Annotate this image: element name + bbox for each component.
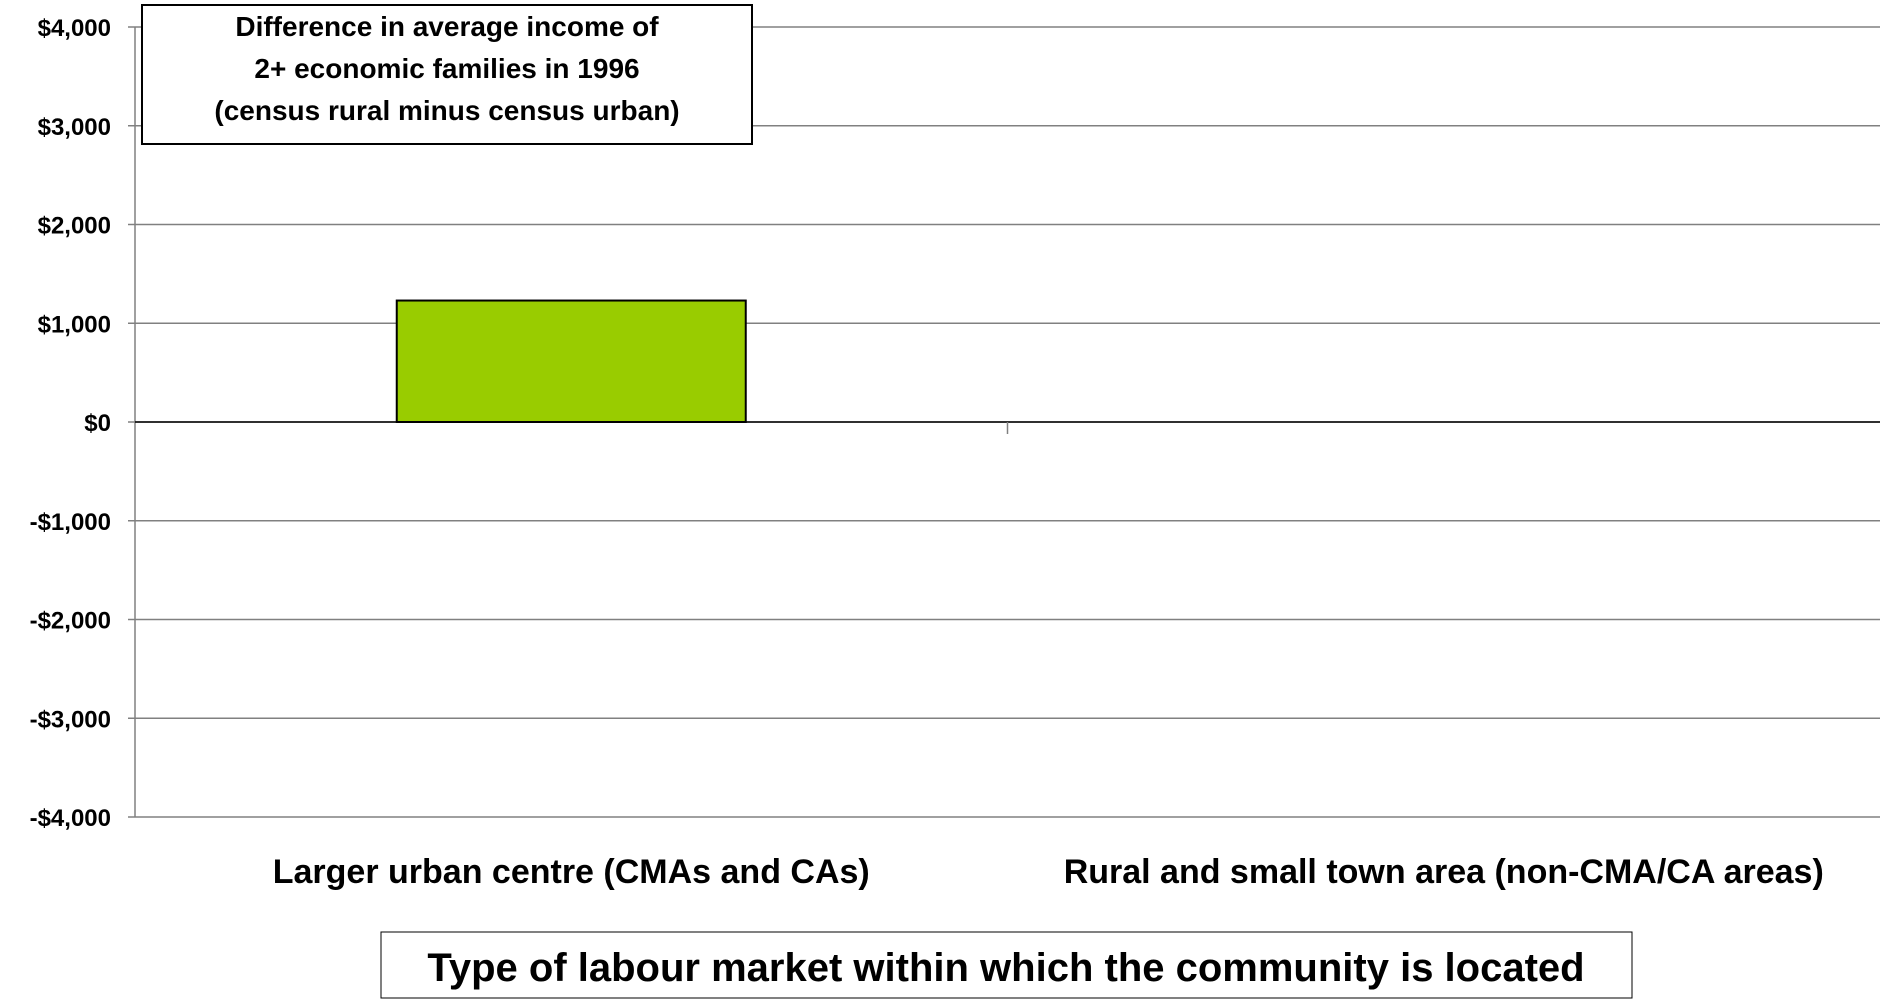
- x-axis-title-border: [380, 931, 1633, 999]
- y-tick-label: $4,000: [38, 15, 111, 42]
- x-tick-label: Rural and small town area (non-CMA/CA ar…: [1064, 853, 1824, 891]
- x-axis-title: Type of labour market within which the c…: [427, 946, 1584, 990]
- y-tick-label: $0: [84, 410, 111, 437]
- annotation-line-2: 2+ economic families in 1996: [254, 53, 639, 84]
- y-tick-label: -$4,000: [30, 805, 111, 832]
- annotation-box: Difference in average income of 2+ econo…: [141, 4, 753, 145]
- annotation-line-1: Difference in average income of: [235, 11, 659, 42]
- annotation-line-3: (census rural minus census urban): [214, 95, 679, 126]
- y-tick-label: $1,000: [38, 311, 111, 338]
- bars: [395, 299, 747, 424]
- y-tick-label: -$1,000: [30, 509, 111, 536]
- y-tick-label: $3,000: [38, 114, 111, 141]
- y-tick-labels: $4,000 $3,000 $2,000 $1,000 $0 -$1,000 -$2,000…: [30, 15, 111, 832]
- annotation-box-border: [141, 4, 753, 145]
- x-axis-title-box: Type of labour market within which the c…: [380, 931, 1633, 999]
- bar: [395, 299, 747, 424]
- x-tick-labels: Larger urban centre (CMAs and CAs) Rural …: [273, 853, 1824, 891]
- axes: [128, 26, 1880, 818]
- y-tick-label: -$2,000: [30, 608, 111, 635]
- y-tick-label: -$3,000: [30, 706, 111, 733]
- x-tick-label: Larger urban centre (CMAs and CAs): [273, 853, 870, 891]
- y-tick-label: $2,000: [38, 213, 111, 240]
